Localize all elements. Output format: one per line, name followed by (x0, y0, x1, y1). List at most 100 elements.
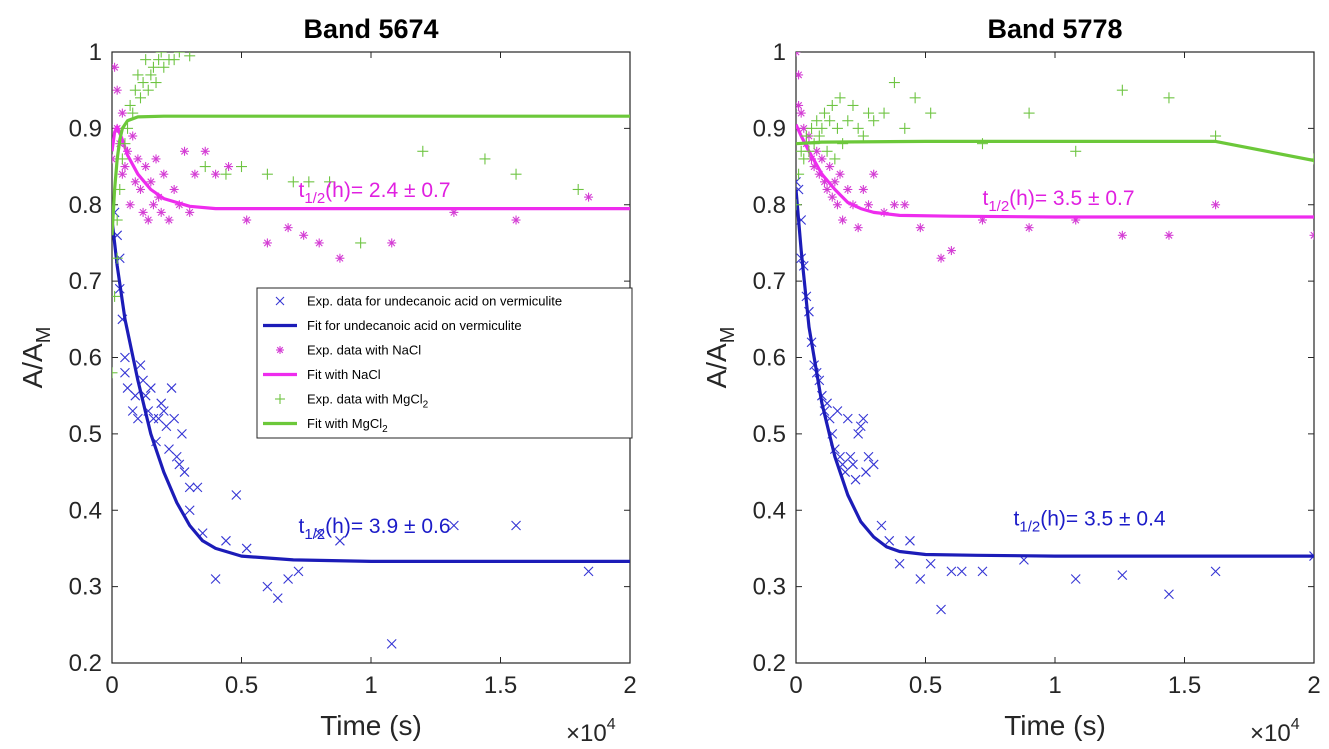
panel-1-ytick-label: 0.9 (69, 115, 102, 142)
panel-2-series-4-point (806, 122, 818, 134)
panel-2-ytick-label: 0.8 (753, 192, 786, 219)
panel-2-fit-line-3 (796, 123, 1314, 219)
panel-2-series-4-point (798, 153, 810, 165)
panel-1-series-2-point (180, 146, 190, 156)
panel-1-xtick-label: 2 (623, 672, 636, 699)
panel-2-series-4-point (824, 115, 836, 127)
panel-1-plot: Band 5674 0 0.5 1 1.5 2 0.2 0.3 0.4 0.5 0.6 0.7 0.8 0… (17, 14, 666, 747)
panel-2-title: Band 5778 (987, 14, 1122, 44)
panel-2-series-2-point (796, 52, 801, 57)
panel-2-series-0-point (863, 451, 874, 462)
panel-2-ylabel-sub: M (717, 327, 739, 344)
panel-1-series-2-point (283, 223, 293, 233)
panel-1-series-2-point (224, 162, 234, 172)
panel-1-series-0-point (127, 406, 138, 416)
panel-2-series-4-point (1163, 92, 1175, 104)
panel-2-series-4-point (857, 130, 869, 142)
panel-1-fit-line-5 (112, 114, 630, 236)
panel-1-series-2-point (511, 215, 521, 225)
panel-2-series-4-point (925, 107, 937, 119)
panel-1-series-0-point (148, 413, 159, 424)
panel-2-series-2-point (900, 200, 910, 210)
panel-2-series-0-point (1117, 570, 1128, 581)
panel-2-series-2-point (1024, 223, 1034, 233)
panel-1-series-0-point (120, 352, 130, 363)
panel-2-series-2-point (946, 246, 956, 256)
panel-2-ytick-label: 0.9 (753, 115, 786, 142)
panel-1-series-2-point (159, 169, 169, 179)
panel-1-series-0-point (145, 383, 156, 393)
panel-1-series-2-point (164, 215, 174, 225)
panel-2-series-4-point (868, 115, 880, 127)
panel-1-series-4-point (137, 77, 149, 89)
panel-1-series-0-point (169, 413, 180, 424)
panel-1-series-4-point (572, 183, 584, 195)
panel-1-series-4-point (184, 52, 196, 62)
panel-2-series-0-point (884, 535, 895, 546)
panel-2-ytick-label: 0.7 (753, 268, 786, 295)
panel-1-series-0-point (221, 535, 231, 546)
panel-1-series-2-point (657, 227, 666, 236)
panel-1-series-0-point (448, 520, 459, 531)
panel-1-series-4-point (127, 107, 139, 119)
panel-1-series-4-point (510, 168, 522, 180)
panel-2-ytick-label: 1 (773, 39, 786, 66)
panel-1-series-2-point (146, 177, 156, 187)
panel-1-x-multiplier-base: ×10 (566, 720, 607, 747)
panel-1-x-multiplier: ×104 (566, 716, 616, 747)
panel-1-xtick-label: 1 (364, 672, 377, 699)
panel-2-xtick-label: 1.5 (1168, 672, 1201, 699)
panel-1-series-4-point (153, 54, 165, 66)
panel-1-series-0-point (192, 482, 203, 493)
panel-1-ytick-label: 0.6 (69, 345, 102, 372)
panel-1-series-2-point (141, 162, 151, 172)
panel-1-series-4-point (112, 367, 118, 379)
panel-2-series-0-point (977, 566, 988, 577)
panel-1-series-0-point (262, 581, 273, 592)
panel-1-series-2-point (242, 215, 252, 225)
panel-2-series-0-point (796, 184, 804, 195)
panel-2-series-4-point (796, 199, 802, 211)
panel-1-ytick-label: 0.4 (69, 497, 102, 524)
panel-1-series-0-point (174, 459, 185, 470)
panel-2-x-multiplier: ×104 (1250, 716, 1300, 747)
panel-2-series-4-point (829, 153, 841, 165)
panel-2-series-4-point (863, 107, 875, 119)
panel-2-series-2-point (832, 200, 842, 210)
panel-2-ylabel-main: A/A (701, 343, 732, 388)
panel-2-series-2-point (843, 184, 853, 194)
panel-1-series-4-point (168, 54, 180, 66)
panel-1-fit-line-3 (112, 125, 630, 211)
panel-2-series-2-point (830, 177, 840, 187)
panel-1-series-0-point (166, 383, 177, 393)
legend-label-5: Fit with MgCl2 (307, 416, 388, 435)
panel-2-series-4-point (899, 122, 911, 134)
panel-2-series-2-point (915, 223, 925, 233)
panel-2-series-0-point (1164, 589, 1174, 600)
panel-1-series-0-point (177, 428, 187, 439)
panel-2-series-0-point (868, 459, 879, 470)
panel-1-series-4-point (199, 161, 211, 173)
panel-1-series-0-point (130, 390, 141, 401)
panel-2-data (796, 52, 1314, 615)
panel-2-annotation-1: t1/2(h)= 3.5 ± 0.4 (1014, 508, 1166, 536)
panel-1-series-4-point (355, 237, 367, 249)
panel-2-series-4-point (1116, 84, 1128, 96)
panel-1-ytick-label: 0.3 (69, 574, 102, 601)
panel-1-xtick-label: 0 (105, 672, 118, 699)
panel-1-series-0-point (153, 413, 164, 424)
panel-1-ylabel-sub: M (33, 327, 55, 344)
panel-1-series-2-point (335, 253, 345, 263)
panel-1-series-4-point (150, 77, 162, 89)
panel-2-series-0-point (905, 535, 915, 546)
panel-2-series-2-point (822, 184, 832, 194)
panel-2-xtick-label: 1 (1048, 672, 1061, 699)
panel-1-series-0-point (386, 639, 397, 649)
legend-marker-2 (276, 346, 284, 354)
panel-1-series-0-point (314, 528, 325, 539)
panel-2-series-2-point (796, 100, 804, 110)
panel-1-series-0-point (231, 490, 242, 500)
panel-1-series-0-point (133, 413, 143, 424)
panel-1-series-4-point (147, 61, 159, 73)
